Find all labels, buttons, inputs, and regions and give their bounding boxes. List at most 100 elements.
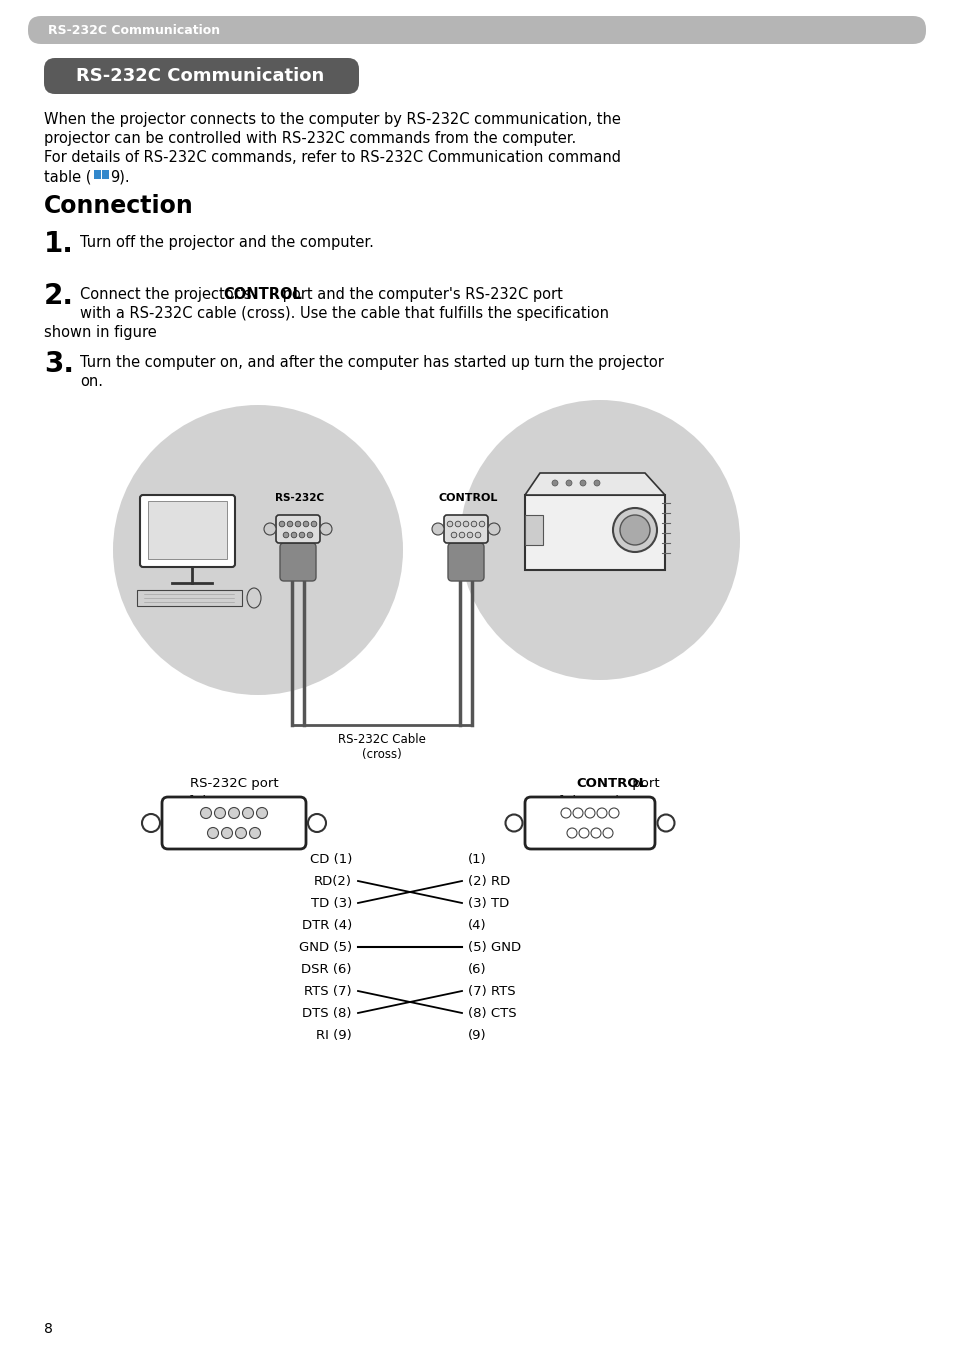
FancyBboxPatch shape: [28, 16, 925, 43]
Text: 3.: 3.: [44, 349, 74, 378]
Circle shape: [307, 532, 313, 538]
Text: 9).: 9).: [110, 169, 130, 184]
Circle shape: [471, 521, 476, 527]
Circle shape: [560, 808, 571, 818]
FancyBboxPatch shape: [44, 58, 358, 93]
Circle shape: [552, 481, 558, 486]
Text: RD(2): RD(2): [314, 875, 352, 887]
Text: When the projector connects to the computer by RS-232C communication, the: When the projector connects to the compu…: [44, 112, 620, 127]
Polygon shape: [524, 473, 664, 496]
Text: (7) RTS: (7) RTS: [468, 984, 515, 998]
Text: of the computer: of the computer: [180, 795, 288, 808]
Text: (1): (1): [468, 853, 486, 865]
Text: table (: table (: [44, 169, 91, 184]
Circle shape: [597, 808, 606, 818]
Text: RS-232C port: RS-232C port: [190, 777, 278, 789]
Text: Connection: Connection: [44, 194, 193, 218]
Circle shape: [447, 521, 453, 527]
Circle shape: [578, 829, 588, 838]
Text: CONTROL: CONTROL: [576, 777, 646, 789]
Circle shape: [467, 532, 473, 538]
Circle shape: [214, 807, 225, 819]
Circle shape: [311, 521, 316, 527]
Circle shape: [283, 532, 289, 538]
Circle shape: [242, 807, 253, 819]
Bar: [102, 171, 109, 179]
Circle shape: [264, 523, 275, 535]
Bar: [524, 496, 664, 570]
Bar: [94, 171, 101, 179]
Text: Connect the projector's: Connect the projector's: [80, 287, 255, 302]
Circle shape: [287, 521, 293, 527]
Circle shape: [299, 532, 304, 538]
Circle shape: [451, 532, 456, 538]
FancyBboxPatch shape: [448, 543, 483, 581]
Text: port: port: [627, 777, 659, 789]
Text: DSR (6): DSR (6): [301, 963, 352, 975]
Text: of the projector: of the projector: [550, 795, 653, 808]
Text: 8: 8: [44, 1322, 52, 1336]
Circle shape: [458, 532, 464, 538]
Text: with a RS-232C cable (cross). Use the cable that fulfills the specification: with a RS-232C cable (cross). Use the ca…: [80, 306, 608, 321]
Text: Turn the computer on, and after the computer has started up turn the projector: Turn the computer on, and after the comp…: [80, 355, 663, 370]
Circle shape: [308, 814, 326, 831]
Circle shape: [319, 523, 332, 535]
Circle shape: [112, 405, 402, 695]
Circle shape: [475, 532, 480, 538]
Circle shape: [303, 521, 309, 527]
Circle shape: [142, 814, 160, 831]
Circle shape: [619, 515, 649, 546]
Circle shape: [455, 521, 460, 527]
FancyBboxPatch shape: [524, 798, 655, 849]
Circle shape: [566, 829, 577, 838]
Text: (3) TD: (3) TD: [468, 896, 509, 910]
Text: CONTROL: CONTROL: [437, 493, 497, 502]
Circle shape: [279, 521, 285, 527]
Circle shape: [221, 827, 233, 838]
Text: (9): (9): [468, 1029, 486, 1041]
Text: port and the computer's RS-232C port: port and the computer's RS-232C port: [277, 287, 562, 302]
FancyBboxPatch shape: [162, 798, 306, 849]
Circle shape: [459, 399, 740, 680]
Text: RTS (7): RTS (7): [304, 984, 352, 998]
Text: 2.: 2.: [44, 282, 74, 310]
Circle shape: [573, 808, 582, 818]
Circle shape: [657, 815, 674, 831]
Circle shape: [565, 481, 572, 486]
Text: (2) RD: (2) RD: [468, 875, 510, 887]
Bar: [137, 590, 242, 607]
Circle shape: [505, 815, 522, 831]
Circle shape: [256, 807, 267, 819]
Text: RS-232C Communication: RS-232C Communication: [76, 66, 324, 85]
Text: on.: on.: [80, 374, 103, 389]
Text: (6): (6): [468, 963, 486, 975]
Bar: [148, 501, 227, 559]
Circle shape: [584, 808, 595, 818]
Bar: [524, 515, 542, 546]
Text: (8) CTS: (8) CTS: [468, 1006, 517, 1020]
Circle shape: [478, 521, 484, 527]
FancyBboxPatch shape: [140, 496, 234, 567]
Text: DTS (8): DTS (8): [302, 1006, 352, 1020]
Text: shown in figure: shown in figure: [44, 325, 156, 340]
Text: (4): (4): [468, 918, 486, 932]
Text: CD (1): CD (1): [310, 853, 352, 865]
Text: projector can be controlled with RS-232C commands from the computer.: projector can be controlled with RS-232C…: [44, 131, 576, 146]
Circle shape: [250, 827, 260, 838]
Circle shape: [613, 508, 657, 552]
Circle shape: [208, 827, 218, 838]
Text: RS-232C Communication: RS-232C Communication: [48, 23, 220, 37]
Text: (5) GND: (5) GND: [468, 941, 520, 953]
Circle shape: [608, 808, 618, 818]
Text: RS-232C Cable
(cross): RS-232C Cable (cross): [337, 733, 425, 761]
Circle shape: [579, 481, 585, 486]
Circle shape: [594, 481, 599, 486]
Text: Turn off the projector and the computer.: Turn off the projector and the computer.: [80, 236, 374, 250]
Text: DTR (4): DTR (4): [301, 918, 352, 932]
Circle shape: [488, 523, 499, 535]
Text: RS-232C: RS-232C: [275, 493, 324, 502]
Circle shape: [294, 521, 300, 527]
FancyBboxPatch shape: [275, 515, 319, 543]
FancyBboxPatch shape: [443, 515, 488, 543]
Circle shape: [229, 807, 239, 819]
